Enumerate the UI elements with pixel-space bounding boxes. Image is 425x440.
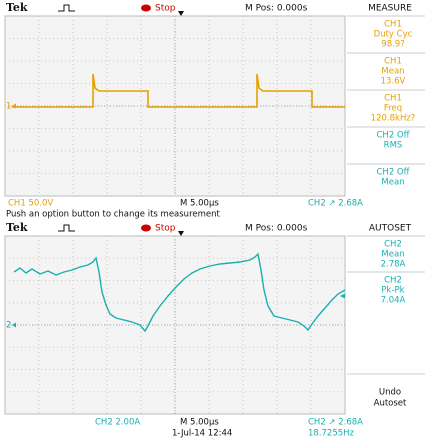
status: Stop <box>155 4 176 14</box>
meas-channel: CH1 <box>384 94 402 104</box>
status: Stop <box>155 224 176 234</box>
meas-channel: CH2 Off <box>377 131 411 141</box>
trigger-level: CH2 ↗ 2.68A <box>308 418 363 428</box>
message: Push an option button to change its meas… <box>6 210 221 220</box>
meas-value: 13.6V <box>381 77 406 87</box>
meas-value: 98.9? <box>381 40 404 50</box>
meas-channel: CH1 <box>384 57 402 67</box>
ch2-scale: CH2 2.00A <box>95 418 140 428</box>
meas-label: Mean <box>381 178 404 188</box>
stop-dot <box>141 5 151 12</box>
brand: Tek <box>6 1 28 14</box>
action-line: Undo <box>379 388 401 398</box>
timebase: M 5.00µs <box>180 199 219 209</box>
channel-marker: 1 <box>6 102 11 112</box>
meas-label: Pk-Pk <box>381 286 404 296</box>
date: 1-Jul-14 12:44 <box>172 429 232 439</box>
menu-title: AUTOSET <box>369 224 412 234</box>
meas-channel: CH2 <box>384 276 402 286</box>
position: M Pos: 0.000s <box>245 4 308 14</box>
meas-label: Duty Cyc <box>374 30 413 40</box>
scope-screenshot: Tek Stop M Pos: 0.000s MEASURE CH1Duty C… <box>0 0 425 440</box>
meas-channel: CH1 <box>384 20 402 30</box>
meas-label: RMS <box>384 141 403 151</box>
meas-label: Mean <box>381 250 404 260</box>
stop-dot <box>141 225 151 232</box>
meas-channel: CH2 <box>384 240 402 250</box>
meas-value: 2.78A <box>381 260 406 270</box>
menu-title: MEASURE <box>368 4 412 14</box>
meas-channel: CH2 Off <box>377 168 411 178</box>
meas-label: Freq <box>384 104 402 114</box>
frequency: 18.7255Hz <box>308 429 355 439</box>
position: M Pos: 0.000s <box>245 224 308 234</box>
action-line: Autoset <box>374 399 407 409</box>
meas-label: Mean <box>381 67 404 77</box>
channel-marker: 2 <box>6 321 11 331</box>
trigger-level: CH2 ↗ 2.68A <box>308 199 363 209</box>
meas-value: 120.8kHz? <box>371 114 416 124</box>
timebase: M 5.00µs <box>180 418 219 428</box>
ch1-scale: CH1 50.0V <box>8 199 53 209</box>
brand: Tek <box>6 221 28 234</box>
meas-value: 7.04A <box>381 296 406 306</box>
